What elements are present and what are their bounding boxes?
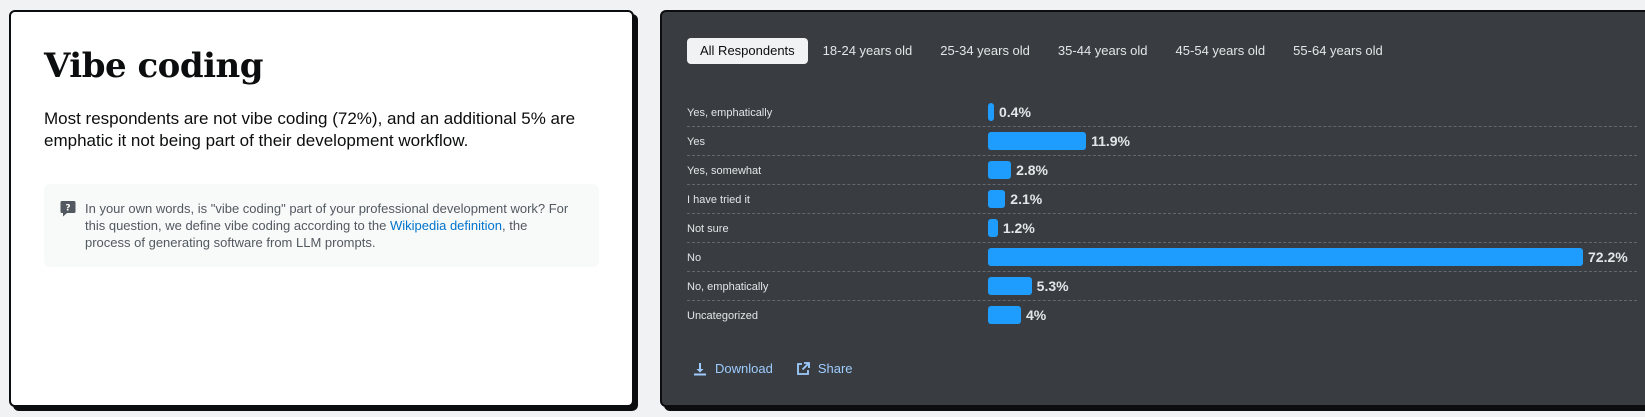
external-link-icon <box>796 361 810 375</box>
bar-chart: Yes, emphatically 0.4% Yes 11.9% Yes, somewh… <box>687 98 1637 330</box>
chart-row: Yes, emphatically 0.4% <box>687 98 1637 127</box>
page-title: Vibe coding <box>44 46 264 86</box>
value-label: 72.2% <box>1588 249 1628 265</box>
category-label: Yes, somewhat <box>687 165 762 177</box>
category-label: I have tried it <box>687 194 750 206</box>
value-label: 1.2% <box>1002 220 1035 236</box>
category-label: Yes, emphatically <box>687 107 773 119</box>
summary-card: Vibe coding Most respondents are not vib… <box>9 10 634 407</box>
category-label: Not sure <box>687 223 729 235</box>
wikipedia-link[interactable]: Wikipedia definition <box>389 218 502 233</box>
chart-row: I have tried it 2.1% <box>687 185 1637 214</box>
chart-actions: Download Share <box>693 361 876 376</box>
bar <box>988 277 1032 295</box>
bar <box>988 219 998 237</box>
chart-row: Yes, somewhat 2.8% <box>687 156 1637 185</box>
chart-row: No, emphatically 5.3% <box>687 272 1637 301</box>
bar <box>988 190 1006 208</box>
download-icon <box>694 362 706 375</box>
value-label: 0.4% <box>999 104 1031 120</box>
chart-row: Not sure 1.2% <box>687 214 1637 243</box>
tab-all-respondents[interactable]: All Respondents <box>687 38 808 64</box>
question-text-end: , the process of generating software fro… <box>85 218 528 250</box>
bar <box>988 306 1021 324</box>
share-button[interactable]: Share <box>796 361 853 376</box>
value-label: 5.3% <box>1036 278 1069 294</box>
tab-18-24[interactable]: 18-24 years old <box>822 43 913 58</box>
tab-55-64[interactable]: 55-64 years old <box>1293 43 1383 58</box>
summary-text: Most respondents are not vibe coding (72… <box>44 109 576 150</box>
svg-text:?: ? <box>65 204 70 214</box>
share-label: Share <box>817 361 853 376</box>
category-label: Yes <box>687 136 705 148</box>
chart-row: Yes 11.9% <box>687 127 1637 156</box>
tab-35-44[interactable]: 35-44 years old <box>1057 43 1148 58</box>
value-label: 11.9% <box>1091 133 1130 149</box>
bar <box>988 132 1087 150</box>
question-box: ? In your own words, is "vibe coding" pa… <box>44 184 599 267</box>
age-filter-tabs: All Respondents 18-24 years old 25-34 ye… <box>687 38 1398 64</box>
bar <box>988 161 1012 179</box>
question-text: In your own words, is "vibe coding" part… <box>85 200 575 251</box>
download-button[interactable]: Download <box>693 361 773 376</box>
tab-25-34[interactable]: 25-34 years old <box>940 43 1030 58</box>
value-label: 2.8% <box>1016 162 1048 178</box>
question-text-start: In your own words, is "vibe coding" part… <box>85 201 569 233</box>
chart-card: All Respondents 18-24 years old 25-34 ye… <box>660 10 1645 407</box>
category-label: Uncategorized <box>687 310 758 322</box>
question-bubble-icon: ? <box>60 201 76 217</box>
category-label: No <box>687 252 702 264</box>
download-label: Download <box>715 361 773 376</box>
value-label: 4% <box>1025 307 1047 323</box>
tab-45-54[interactable]: 45-54 years old <box>1175 43 1266 58</box>
chart-row: Uncategorized 4% <box>687 301 1637 330</box>
value-label: 2.1% <box>1010 191 1043 207</box>
category-label: No, emphatically <box>687 281 769 293</box>
chart-row: No 72.2% <box>687 243 1637 272</box>
bar <box>988 248 1583 266</box>
bar <box>988 103 994 121</box>
